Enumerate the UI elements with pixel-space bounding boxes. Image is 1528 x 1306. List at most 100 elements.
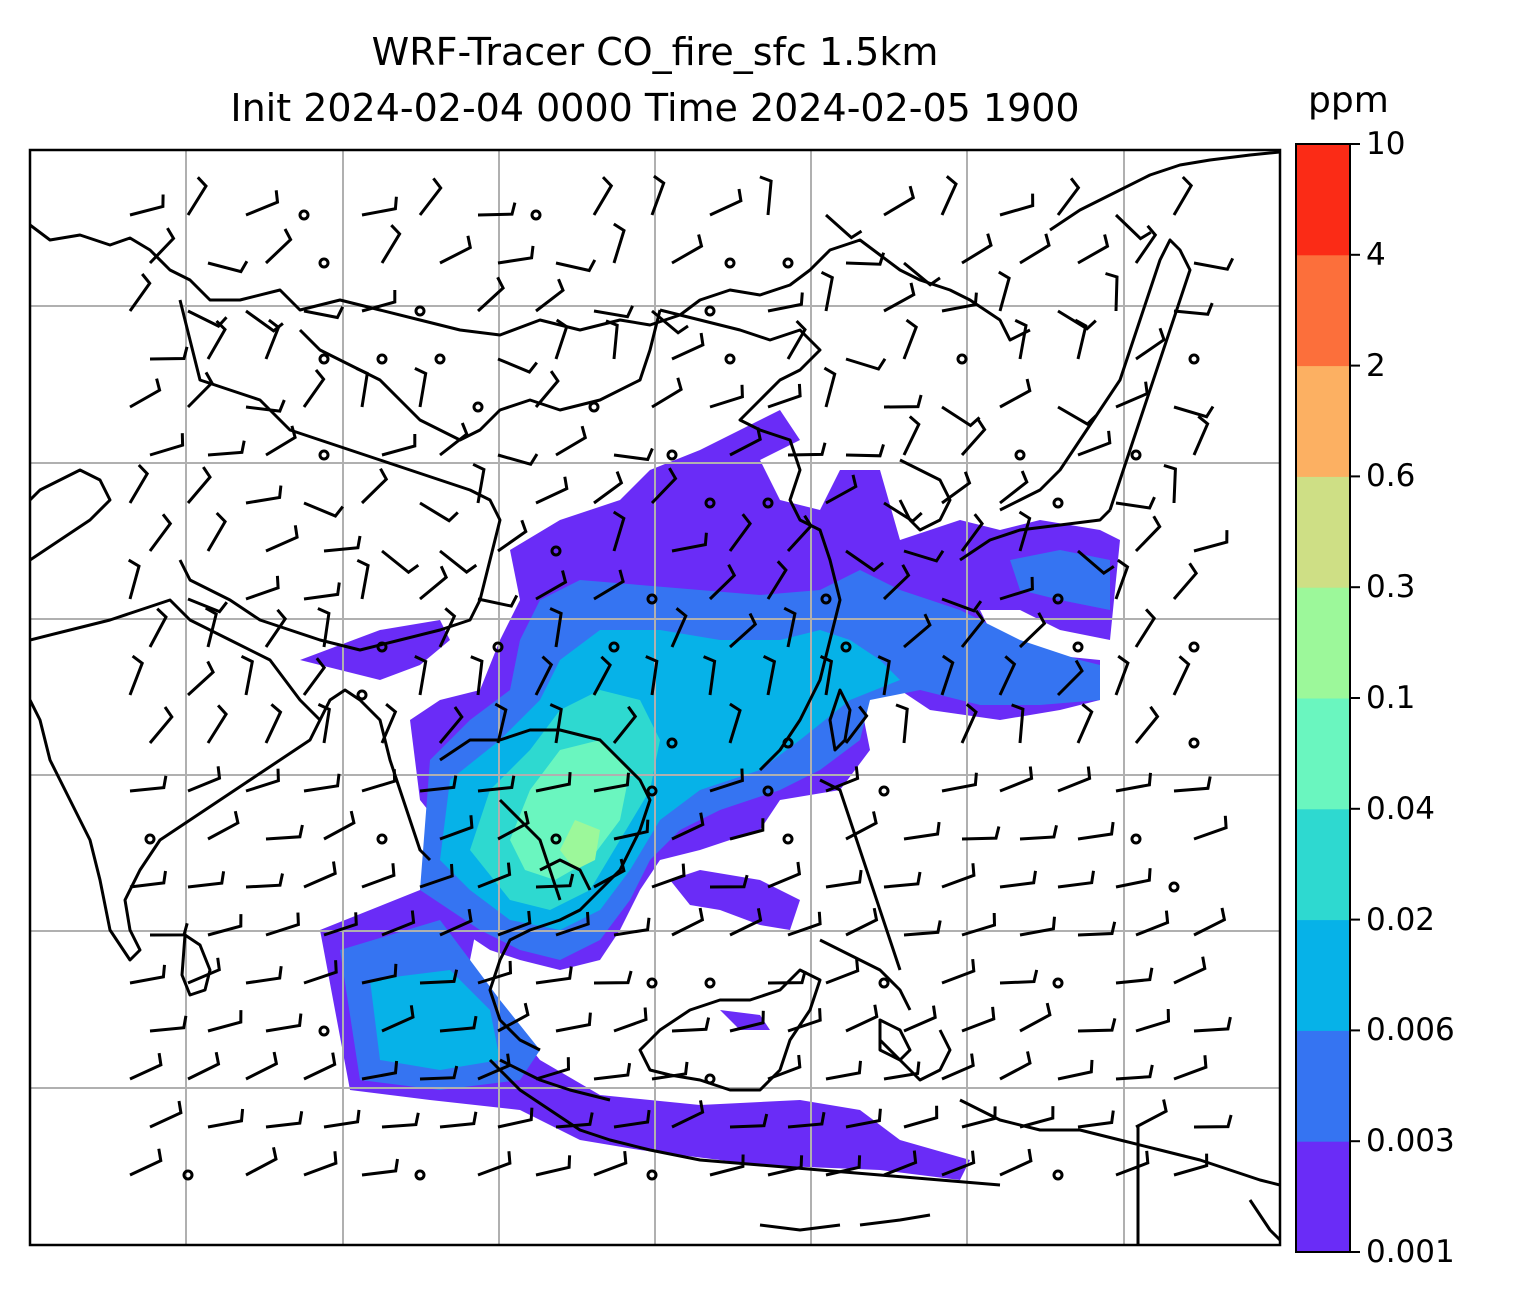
wind-barb bbox=[845, 1004, 879, 1033]
wind-barb bbox=[206, 704, 228, 744]
wind-barb bbox=[671, 1017, 711, 1033]
wind-barb bbox=[186, 371, 214, 409]
wind-barb bbox=[612, 222, 626, 264]
wind-barb bbox=[1076, 703, 1094, 744]
calm-marker bbox=[530, 209, 542, 221]
wind-barb bbox=[845, 1108, 882, 1129]
wind-barb bbox=[961, 912, 997, 937]
wind-barb bbox=[1135, 327, 1166, 361]
wind-barb bbox=[534, 655, 554, 696]
wind-barb bbox=[149, 1100, 183, 1129]
wind-barb bbox=[303, 582, 341, 601]
wind-barb bbox=[439, 1015, 478, 1033]
calm-marker bbox=[550, 545, 562, 557]
wind-barb bbox=[999, 766, 1034, 793]
wind-barb bbox=[264, 608, 288, 648]
calm-marker bbox=[376, 353, 388, 365]
coastline-korea-japan bbox=[898, 150, 1280, 562]
wind-barb bbox=[1077, 1110, 1115, 1129]
wind-barb bbox=[1018, 510, 1032, 552]
wind-barb bbox=[534, 370, 560, 408]
wind-barb bbox=[1074, 318, 1088, 360]
wind-barb bbox=[148, 227, 176, 265]
wind-barb bbox=[535, 278, 565, 313]
calm-marker bbox=[588, 401, 600, 413]
wind-barb bbox=[728, 513, 752, 552]
wind-barb bbox=[1057, 1059, 1094, 1081]
wind-barb bbox=[245, 768, 280, 793]
wind-barb bbox=[207, 810, 240, 841]
wind-barb bbox=[703, 655, 717, 696]
wind-barb bbox=[593, 1150, 628, 1177]
wind-barb bbox=[245, 190, 280, 217]
wind-barb bbox=[549, 607, 563, 648]
wind-barb bbox=[381, 549, 420, 575]
wind-barb bbox=[1077, 549, 1115, 575]
calm-marker bbox=[550, 833, 562, 845]
calm-marker bbox=[298, 209, 310, 221]
wind-barb bbox=[671, 532, 708, 553]
colorbar-segment bbox=[1296, 476, 1350, 588]
wind-barb bbox=[895, 703, 909, 744]
wind-barb bbox=[786, 319, 807, 360]
colorbar-tick-label: 0.001 bbox=[1366, 1234, 1455, 1270]
wind-barb bbox=[361, 863, 396, 889]
wind-barb bbox=[593, 569, 625, 601]
wind-barb bbox=[535, 966, 573, 985]
wind-barb bbox=[128, 463, 150, 504]
wind-barb bbox=[303, 306, 345, 320]
wind-barb bbox=[1134, 608, 1157, 648]
wind-barb bbox=[708, 563, 737, 601]
wind-barb bbox=[999, 1051, 1032, 1081]
wind-barb bbox=[1056, 177, 1081, 216]
wind-barb bbox=[767, 1155, 804, 1177]
wind-barb bbox=[845, 811, 878, 841]
wind-barb bbox=[1135, 1099, 1168, 1129]
colorbar-segment bbox=[1296, 808, 1350, 921]
colorbar-segment bbox=[1296, 365, 1350, 477]
wind-barb bbox=[497, 519, 528, 553]
wind-barb bbox=[767, 383, 802, 409]
wind-barb bbox=[1019, 233, 1051, 265]
wind-barb bbox=[245, 873, 284, 889]
wind-barb bbox=[729, 1010, 765, 1033]
wind-barb bbox=[245, 485, 283, 505]
wind-barb bbox=[549, 703, 563, 744]
calm-marker bbox=[666, 449, 678, 461]
wind-barb bbox=[1173, 302, 1214, 316]
calm-marker bbox=[1188, 737, 1200, 749]
calm-marker bbox=[1168, 881, 1180, 893]
wind-barb bbox=[613, 1109, 651, 1129]
wind-barb bbox=[302, 368, 326, 408]
calm-marker bbox=[1052, 593, 1064, 605]
wind-barb bbox=[613, 447, 654, 462]
wind-barb bbox=[419, 863, 454, 889]
wind-barb bbox=[728, 702, 742, 744]
wind-barb bbox=[787, 1111, 826, 1129]
wind-barb bbox=[265, 1111, 304, 1129]
wind-barb bbox=[825, 474, 858, 505]
wind-barb bbox=[961, 826, 1001, 841]
wind-barb bbox=[787, 442, 827, 457]
wind-barb bbox=[245, 399, 286, 413]
calm-marker bbox=[492, 641, 504, 653]
wind-barb bbox=[1115, 381, 1149, 409]
wind-barb bbox=[903, 613, 932, 649]
wind-barb bbox=[206, 319, 227, 360]
colorbar-unit-label: ppm bbox=[1308, 80, 1389, 121]
wind-barb bbox=[148, 706, 174, 744]
wind-barb bbox=[823, 366, 837, 408]
calm-marker bbox=[762, 497, 774, 509]
calm-marker bbox=[318, 449, 330, 461]
wind-barb bbox=[825, 213, 863, 240]
wind-barb bbox=[961, 1006, 996, 1033]
calm-marker bbox=[356, 689, 368, 701]
wind-barb bbox=[1134, 515, 1162, 553]
wind-barb bbox=[766, 560, 788, 600]
wind-barb bbox=[820, 270, 834, 312]
wind-barb bbox=[960, 513, 984, 552]
wind-barb bbox=[1057, 309, 1097, 331]
wind-barb bbox=[361, 196, 398, 217]
wind-barb bbox=[1114, 213, 1152, 241]
wind-barb bbox=[940, 175, 958, 216]
